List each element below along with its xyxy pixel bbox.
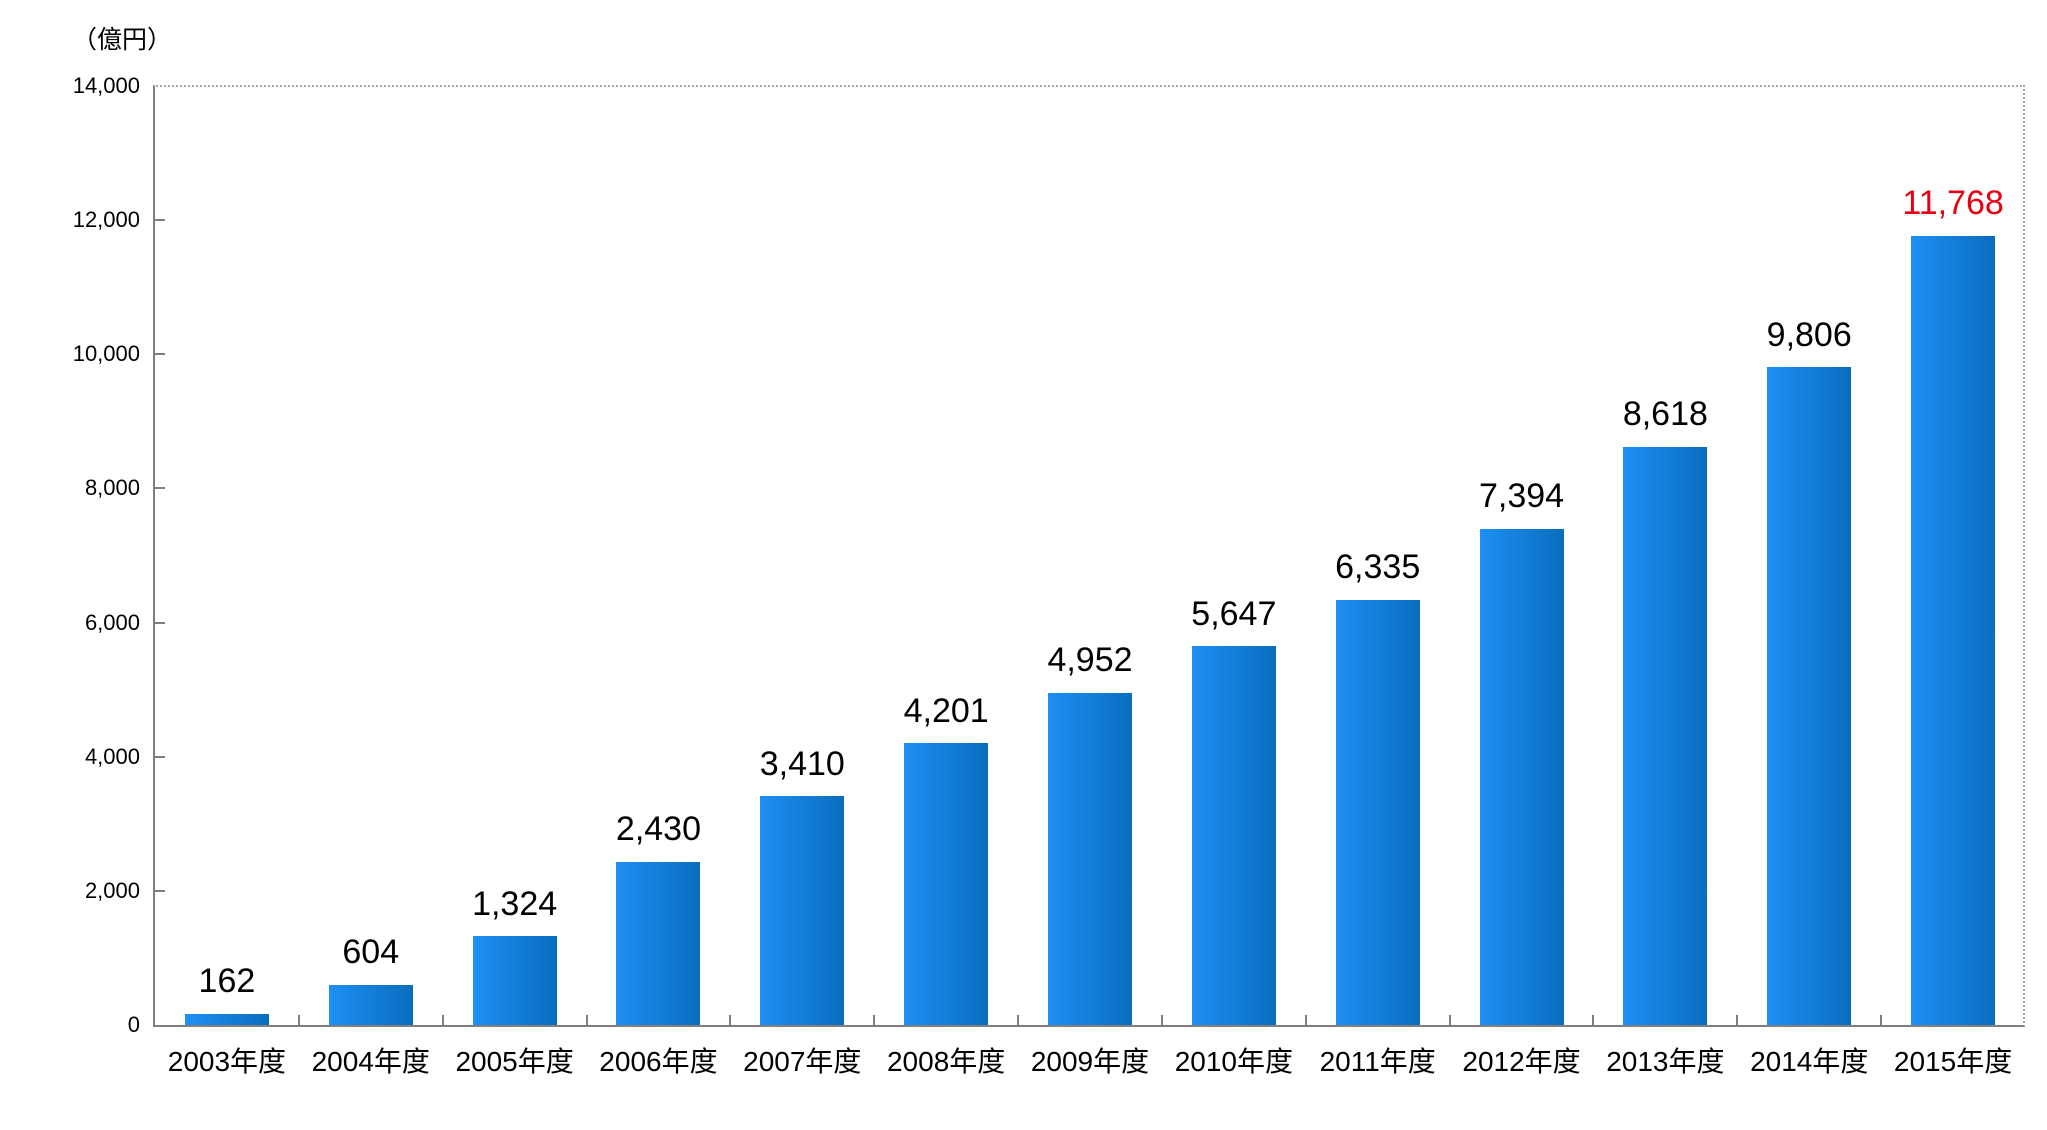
bar-value-label: 8,618 (1622, 395, 1708, 434)
bar-value-label: 604 (342, 932, 400, 971)
y-axis-tick-label: 8,000 (84, 475, 140, 501)
x-axis-tick (1160, 1015, 1163, 1025)
bar (1767, 367, 1852, 1025)
bar (472, 936, 557, 1025)
x-axis-tick (1304, 1015, 1307, 1025)
bar (1335, 600, 1420, 1025)
bar (184, 1014, 269, 1025)
y-axis-tick-label: 12,000 (72, 207, 140, 233)
x-axis-label: 2007年度 (743, 1046, 862, 1077)
bar-value-label: 2,430 (615, 810, 701, 849)
bar-value-label: 5,647 (1191, 594, 1277, 633)
y-axis-tick-label: 14,000 (72, 73, 140, 98)
bar (616, 862, 701, 1025)
x-axis-label: 2008年度 (886, 1046, 1006, 1077)
y-axis-tick (155, 487, 165, 490)
x-axis-label: 2014年度 (1750, 1046, 1869, 1077)
bar (760, 796, 845, 1025)
x-axis-tick (729, 1015, 732, 1025)
bar-value-label: 6,335 (1335, 548, 1421, 587)
bar-value-label: 4,952 (1047, 641, 1133, 680)
bar (328, 984, 413, 1025)
y-axis-tick (155, 889, 165, 892)
bar (904, 743, 989, 1025)
bar (1479, 529, 1564, 1025)
x-axis-label: 2012年度 (1462, 1046, 1581, 1077)
y-axis-tick-label: 4,000 (84, 743, 140, 769)
bar-value-label: 4,201 (903, 691, 989, 730)
bar-value-label: 11,768 (1902, 184, 2004, 223)
x-axis-tick (1448, 1015, 1451, 1025)
bar-value-label: 1,324 (472, 884, 558, 923)
plot-area (153, 85, 2025, 1027)
x-axis-tick (1880, 1015, 1883, 1025)
y-axis-tick-label: 2,000 (84, 877, 140, 903)
bar-value-label: 162 (198, 962, 256, 1001)
y-axis-tick (155, 755, 165, 758)
bar-value-label: 3,410 (759, 744, 845, 783)
y-axis-tick (155, 621, 165, 624)
x-axis-label: 2006年度 (599, 1046, 718, 1077)
x-axis-label: 2013年度 (1606, 1046, 1725, 1077)
x-axis-label: 2015年度 (1893, 1046, 2013, 1077)
x-axis-label: 2003年度 (167, 1046, 287, 1077)
x-axis-tick (585, 1015, 588, 1025)
y-axis-tick-label: 0 (127, 1012, 140, 1037)
y-axis-tick (155, 353, 165, 356)
x-axis-tick (1736, 1015, 1739, 1025)
bar (1911, 235, 1996, 1025)
x-axis-label: 2011年度 (1319, 1046, 1436, 1077)
y-axis-tick (155, 219, 165, 222)
x-axis-tick (1017, 1015, 1020, 1025)
bar (1048, 692, 1132, 1025)
y-axis-tick-label: 6,000 (84, 609, 140, 635)
bar (1191, 646, 1276, 1025)
x-axis-tick (297, 1015, 300, 1025)
y-axis-tick-label: 10,000 (72, 341, 140, 367)
x-axis-label: 2009年度 (1030, 1046, 1150, 1077)
x-axis-label: 2010年度 (1174, 1046, 1293, 1077)
y-axis-unit-label: （億円） (72, 26, 173, 54)
x-axis-tick (441, 1015, 444, 1025)
x-axis-tick (1592, 1015, 1595, 1025)
x-axis-label: 2005年度 (455, 1046, 574, 1077)
bar-value-label: 7,394 (1478, 477, 1565, 516)
bar-value-label: 9,806 (1766, 315, 1852, 354)
x-axis-label: 2004年度 (311, 1046, 430, 1077)
bar (1623, 446, 1708, 1025)
x-axis-tick (873, 1015, 876, 1025)
